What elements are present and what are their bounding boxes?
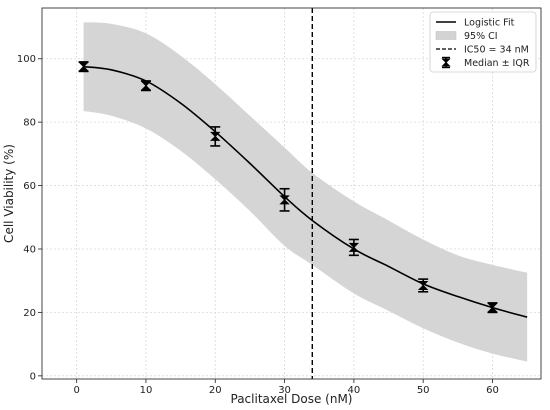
x-tick-label: 20: [209, 385, 222, 396]
legend-fit-label: Logistic Fit: [464, 18, 515, 29]
ci-band-layer: [83, 22, 528, 362]
median-point: [279, 187, 290, 212]
legend-ci-label: 95% CI: [464, 31, 498, 42]
legend-ic50-label: IC50 = 34 nM: [464, 45, 529, 56]
median-markers-layer: [78, 61, 498, 314]
median-point: [487, 302, 498, 314]
median-marker: [140, 81, 152, 91]
y-axis-label: Cell Viability (%): [2, 144, 16, 243]
legend-box: [429, 11, 537, 73]
x-tick-label: 60: [486, 385, 499, 396]
median-marker: [210, 131, 221, 141]
x-tick-label: 30: [278, 385, 291, 396]
median-marker: [417, 280, 429, 290]
ci-band: [83, 22, 528, 362]
median-point: [140, 80, 152, 92]
plot-frame: [41, 7, 542, 380]
y-tick-label: 20: [23, 308, 36, 319]
y-tick-label: 60: [23, 181, 36, 192]
legend-marker-swatch: [441, 56, 451, 69]
marker-shape: [78, 62, 89, 72]
x-tick-label: 50: [417, 385, 430, 396]
median-marker: [279, 195, 290, 205]
median-point: [210, 126, 221, 147]
y-tick-label: 40: [23, 244, 36, 255]
x-tick-label: 10: [140, 385, 153, 396]
marker-shape: [348, 242, 360, 252]
median-marker: [487, 303, 498, 313]
marker-shape: [140, 81, 152, 91]
marker-shape: [441, 58, 451, 67]
median-point: [78, 61, 89, 73]
axes: [41, 7, 542, 380]
ticks: 0 10 20 30 40 50 60 0 20 40 60 80 100: [17, 54, 499, 396]
median-marker: [78, 62, 89, 72]
legend-ci-swatch: [435, 31, 457, 40]
median-point: [348, 238, 360, 257]
y-tick-label: 0: [30, 371, 36, 382]
median-marker: [348, 242, 360, 252]
legend-marker-label: Median ± IQR: [464, 58, 530, 69]
x-tick-label: 0: [73, 385, 79, 396]
x-tick-label: 40: [348, 385, 361, 396]
y-tick-label: 80: [23, 118, 36, 129]
y-tick-label: 100: [17, 54, 36, 65]
marker-shape: [279, 195, 290, 205]
marker-shape: [210, 131, 221, 141]
marker-shape: [417, 280, 429, 290]
legend-marker-shape: [441, 58, 451, 67]
marker-shape: [487, 303, 498, 313]
legend: Logistic Fit 95% CI IC50 = 34 nM Median …: [429, 11, 537, 73]
median-point: [417, 278, 429, 293]
x-axis-label: Paclitaxel Dose (nM): [231, 392, 353, 406]
